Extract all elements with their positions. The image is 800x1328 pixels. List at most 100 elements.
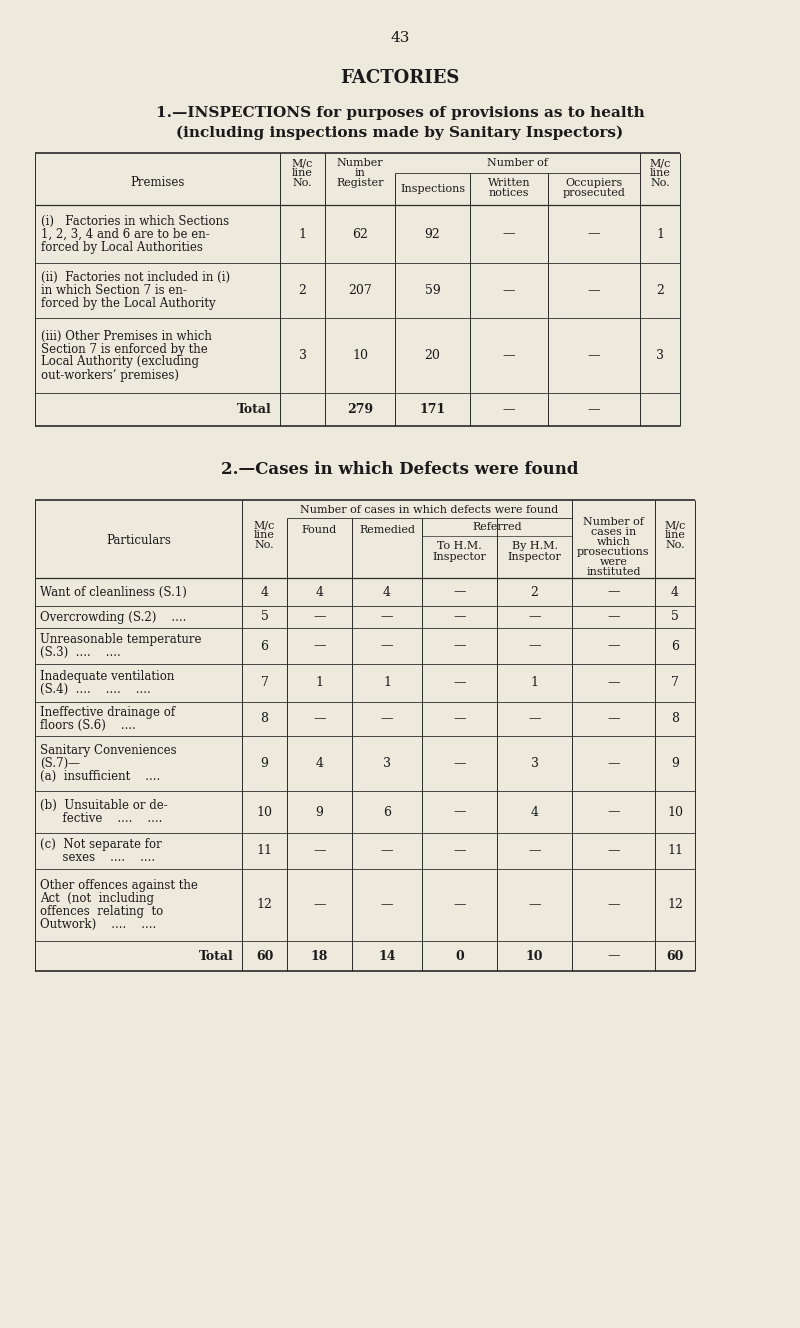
Text: Sanitary Conveniences: Sanitary Conveniences — [40, 744, 177, 757]
Text: —: — — [381, 640, 394, 652]
Text: —: — — [607, 676, 620, 689]
Text: 1: 1 — [530, 676, 538, 689]
Text: 11: 11 — [257, 845, 273, 858]
Text: 4: 4 — [530, 806, 538, 818]
Text: By H.M.: By H.M. — [511, 540, 558, 551]
Text: 12: 12 — [257, 899, 273, 911]
Text: —: — — [381, 611, 394, 624]
Text: —: — — [314, 899, 326, 911]
Text: notices: notices — [489, 189, 530, 198]
Text: 43: 43 — [390, 31, 410, 45]
Text: 1: 1 — [298, 227, 306, 240]
Text: (a)  insufficient    ....: (a) insufficient .... — [40, 770, 160, 784]
Text: —: — — [381, 845, 394, 858]
Text: Total: Total — [238, 402, 272, 416]
Text: 4: 4 — [315, 757, 323, 770]
Text: in which Section 7 is en-: in which Section 7 is en- — [41, 284, 187, 297]
Text: 20: 20 — [425, 349, 441, 363]
Text: Inspections: Inspections — [400, 185, 465, 194]
Text: Inadequate ventilation: Inadequate ventilation — [40, 671, 174, 683]
Text: —: — — [588, 402, 600, 416]
Text: 59: 59 — [425, 284, 440, 297]
Text: 92: 92 — [425, 227, 440, 240]
Text: 10: 10 — [352, 349, 368, 363]
Text: —: — — [607, 611, 620, 624]
Text: M/c: M/c — [292, 158, 313, 169]
Text: 1.—INSPECTIONS for purposes of provisions as to health: 1.—INSPECTIONS for purposes of provision… — [156, 106, 644, 120]
Text: (i)   Factories in which Sections: (i) Factories in which Sections — [41, 215, 229, 227]
Text: Register: Register — [336, 178, 384, 189]
Text: 60: 60 — [666, 950, 684, 963]
Text: 5: 5 — [671, 611, 679, 624]
Text: Found: Found — [302, 525, 337, 535]
Text: —: — — [528, 611, 541, 624]
Text: in: in — [354, 169, 366, 178]
Text: 7: 7 — [671, 676, 679, 689]
Text: 4: 4 — [383, 586, 391, 599]
Text: forced by the Local Authority: forced by the Local Authority — [41, 297, 216, 309]
Text: Unreasonable temperature: Unreasonable temperature — [40, 633, 202, 645]
Text: 60: 60 — [256, 950, 273, 963]
Text: —: — — [528, 713, 541, 725]
Text: M/c: M/c — [254, 521, 275, 530]
Text: line: line — [254, 530, 275, 540]
Text: —: — — [454, 611, 466, 624]
Text: 10: 10 — [526, 950, 543, 963]
Text: 8: 8 — [261, 713, 269, 725]
Text: prosecuted: prosecuted — [562, 189, 626, 198]
Text: M/c: M/c — [650, 158, 670, 169]
Text: 3: 3 — [656, 349, 664, 363]
Text: 1: 1 — [315, 676, 323, 689]
Text: 279: 279 — [347, 402, 373, 416]
Text: 2: 2 — [530, 586, 538, 599]
Text: out-workers’ premises): out-workers’ premises) — [41, 368, 179, 381]
Text: 14: 14 — [378, 950, 396, 963]
Text: (b)  Unsuitable or de-: (b) Unsuitable or de- — [40, 799, 168, 811]
Text: —: — — [588, 284, 600, 297]
Text: (S.3)  ....    ....: (S.3) .... .... — [40, 645, 121, 659]
Text: Occupiers: Occupiers — [566, 178, 622, 189]
Text: (ii)  Factories not included in (i): (ii) Factories not included in (i) — [41, 271, 230, 284]
Text: which: which — [597, 537, 630, 547]
Text: 3: 3 — [383, 757, 391, 770]
Text: (S.7)—: (S.7)— — [40, 757, 80, 770]
Text: —: — — [454, 713, 466, 725]
Text: —: — — [607, 845, 620, 858]
Text: Section 7 is enforced by the: Section 7 is enforced by the — [41, 343, 208, 356]
Text: offences  relating  to: offences relating to — [40, 904, 163, 918]
Text: 2: 2 — [298, 284, 306, 297]
Text: Number: Number — [337, 158, 383, 169]
Text: Local Authority (excluding: Local Authority (excluding — [41, 356, 199, 368]
Text: Act  (not  including: Act (not including — [40, 892, 154, 904]
Text: 10: 10 — [257, 806, 273, 818]
Text: —: — — [454, 806, 466, 818]
Text: —: — — [454, 640, 466, 652]
Text: FACTORIES: FACTORIES — [340, 69, 460, 88]
Text: —: — — [454, 586, 466, 599]
Text: line: line — [665, 530, 686, 540]
Text: Referred: Referred — [472, 522, 522, 533]
Text: 1: 1 — [383, 676, 391, 689]
Text: 10: 10 — [667, 806, 683, 818]
Text: (including inspections made by Sanitary Inspectors): (including inspections made by Sanitary … — [176, 126, 624, 141]
Text: —: — — [454, 757, 466, 770]
Text: Particulars: Particulars — [106, 534, 171, 547]
Text: 8: 8 — [671, 713, 679, 725]
Text: 171: 171 — [419, 402, 446, 416]
Text: (c)  Not separate for: (c) Not separate for — [40, 838, 162, 851]
Text: 6: 6 — [383, 806, 391, 818]
Text: instituted: instituted — [586, 567, 641, 576]
Text: 3: 3 — [530, 757, 538, 770]
Text: line: line — [650, 169, 670, 178]
Text: Number of: Number of — [487, 158, 548, 169]
Text: —: — — [502, 227, 515, 240]
Text: No.: No. — [650, 178, 670, 189]
Text: 6: 6 — [261, 640, 269, 652]
Text: 2: 2 — [656, 284, 664, 297]
Text: —: — — [528, 640, 541, 652]
Text: line: line — [292, 169, 313, 178]
Text: 7: 7 — [261, 676, 269, 689]
Text: 11: 11 — [667, 845, 683, 858]
Text: prosecutions: prosecutions — [577, 547, 650, 556]
Text: 12: 12 — [667, 899, 683, 911]
